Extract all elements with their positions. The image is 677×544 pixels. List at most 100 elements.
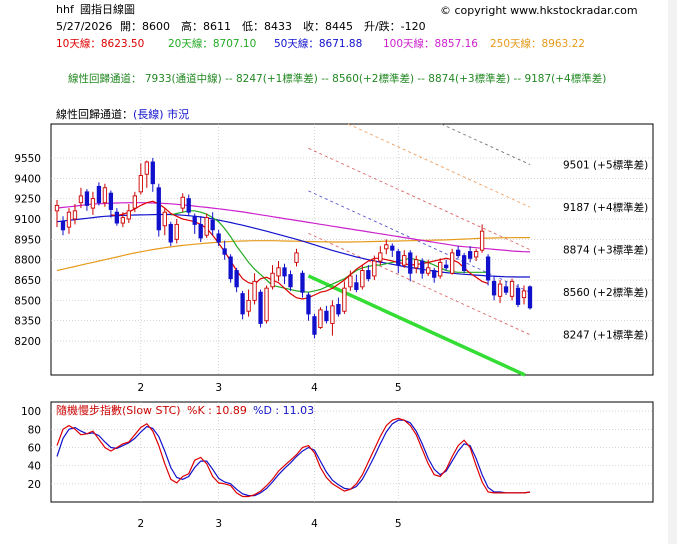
candle (90, 191, 96, 215)
candle (485, 254, 491, 286)
price-tick-label: 9550 (14, 153, 41, 165)
stochastic-x-tick-label: 3 (215, 518, 222, 530)
candle (342, 281, 347, 314)
candle (312, 313, 317, 339)
price-x-tick-label: 2 (137, 382, 144, 394)
candle-body (156, 187, 161, 231)
candle-body (216, 233, 221, 243)
candle (396, 248, 401, 274)
candle (515, 284, 521, 308)
candle-body (66, 211, 72, 228)
candle-body (138, 175, 143, 193)
candle (461, 252, 467, 274)
right-edge-bar (668, 0, 677, 544)
candle-body (324, 310, 329, 322)
candle (186, 194, 191, 217)
candle (78, 187, 84, 209)
candle (54, 199, 60, 228)
moving-average-legend: 10天線：8623.50 20天線：8707.10 50天線：8671.88 100天… (56, 37, 585, 50)
candle-body (438, 261, 443, 277)
candle-body (467, 251, 473, 259)
candle (66, 208, 72, 234)
ma-legend-item: 250天線：8963.22 (490, 37, 585, 50)
stochastic-k-value: %K : 10.89 (187, 404, 247, 417)
candle-body (60, 221, 66, 231)
price-y-axis: 9550 9400 9250 9100 8950 8800 8650 8500 8350 8200 (14, 153, 41, 348)
candle-body (521, 290, 527, 299)
candle (456, 246, 461, 259)
candle (509, 278, 515, 301)
candle (246, 289, 251, 317)
candle (150, 157, 155, 192)
candle-body (414, 259, 419, 269)
candle (527, 285, 533, 310)
candle-body (246, 299, 251, 312)
channel-band-label: 9501 (+5標準差) (563, 159, 648, 172)
candle-body (54, 204, 60, 212)
candle (432, 267, 437, 283)
candle-body (479, 230, 485, 251)
stochastic-title: 隨機慢步指數(Slow STC) (56, 403, 181, 417)
stochastic-x-tick-label: 5 (395, 518, 402, 530)
trend-title: 線性回歸通道：(長線) 市況 (56, 107, 189, 121)
trend-title-highlight: (長線) (133, 107, 164, 121)
candle (384, 239, 389, 255)
ma-legend-item: 50天線：8671.88 (274, 37, 362, 50)
candle (270, 265, 275, 290)
channel-band-label: 9187 (+4標準差) (563, 201, 648, 214)
candle-body (114, 211, 120, 224)
candle (521, 285, 527, 305)
candle (60, 216, 66, 236)
candle (294, 248, 299, 267)
candle-body (366, 270, 371, 280)
candle-body (515, 287, 521, 305)
stochastic-tick-label: 60 (28, 442, 41, 454)
candle (503, 281, 509, 295)
candle-body (396, 251, 401, 266)
candle (198, 216, 203, 243)
candle-body (192, 215, 197, 225)
candle (444, 259, 449, 271)
candle-body (240, 293, 245, 315)
candle-body (204, 217, 209, 236)
candle (138, 163, 143, 195)
stochastic-d-value: %D : 11.03 (253, 404, 314, 417)
candle-body (108, 192, 114, 210)
price-tick-label: 9400 (14, 173, 41, 185)
candle (336, 297, 341, 317)
candle-body (390, 245, 395, 251)
candle-body (90, 198, 96, 209)
candle-body (288, 274, 293, 288)
candle (330, 300, 335, 336)
candle (234, 267, 239, 293)
channel-band-label: 8247 (+1標準差) (563, 329, 648, 342)
candle-body (420, 260, 425, 274)
candle-body (372, 260, 377, 277)
ohlc-summary: 開：8600 高：8611 低：8433 收：8445 升/跌：-120 (120, 19, 426, 33)
regression-channel: 8247 (+1標準差) 8560 (+2標準差) 8874 (+3標準差) 9187… (307, 123, 648, 377)
candle (408, 250, 413, 282)
candle-body (426, 267, 431, 274)
candle (318, 307, 323, 329)
stochastic-lines (56, 417, 531, 498)
stochastic-x-axis: 2 3 4 5 (137, 518, 401, 530)
candle-body (384, 244, 389, 250)
candle (174, 218, 179, 244)
candle-body (102, 187, 108, 204)
candle-body (252, 280, 257, 301)
copyright-text: © copyright www.hkstockradar.com (440, 4, 638, 17)
stochastic-panel-frame (50, 401, 654, 503)
stochastic-tick-label: 80 (28, 424, 41, 436)
symbol-label: hhf (56, 3, 75, 16)
candle-body (222, 248, 227, 255)
candle-body (228, 256, 233, 280)
candlesticks (54, 157, 533, 339)
channel-band-line (441, 123, 531, 165)
candle (420, 258, 425, 279)
candle-body (78, 195, 84, 204)
candle (114, 208, 120, 226)
candle-body (180, 196, 185, 209)
candle (204, 213, 209, 238)
candle-body (306, 294, 311, 315)
